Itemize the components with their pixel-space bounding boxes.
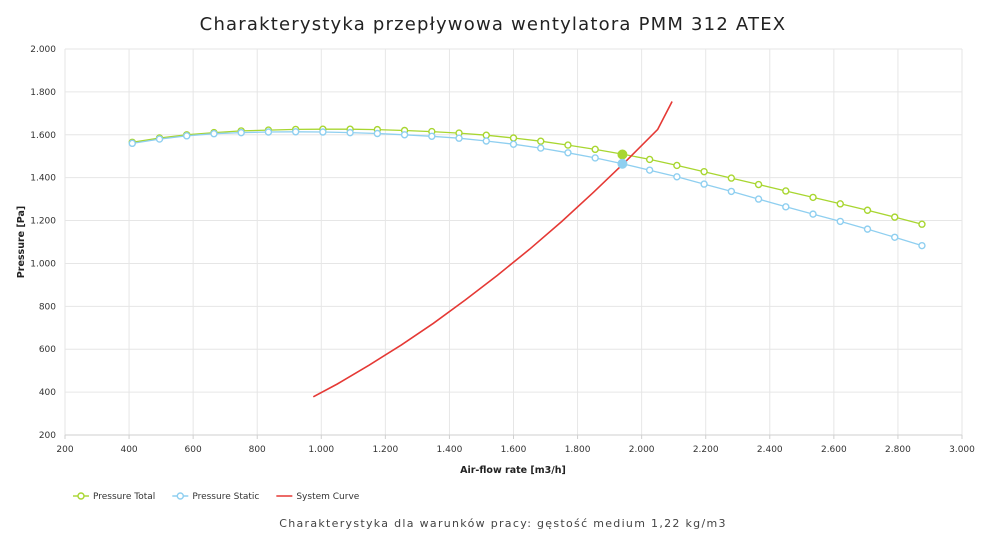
legend-item-system-curve[interactable]: System Curve [276,492,360,502]
x-tick-label: 400 [120,445,137,455]
pressure-total-point[interactable] [782,187,790,195]
pressure-total-point[interactable] [863,206,872,214]
pressure-static-point[interactable] [727,187,736,196]
pressure-total-point[interactable] [564,141,572,149]
y-tick-label: 1.600 [30,131,56,141]
x-tick-label: 2.600 [821,445,847,455]
pressure-static-point[interactable] [509,140,518,148]
pressure-static-point[interactable] [155,135,164,143]
x-tick-label: 200 [56,445,73,455]
pressure-total-point[interactable] [809,193,817,202]
pressure-static-point[interactable] [645,166,654,174]
pressure-static-point[interactable] [291,128,300,136]
pressure-static-point[interactable] [482,137,490,145]
y-tick-label: 1.000 [30,259,56,269]
pressure-total-point[interactable] [645,155,654,164]
x-tick-label: 600 [185,445,202,455]
pressure-static-point[interactable] [673,173,681,181]
x-tick-label: 1.200 [372,445,398,455]
pressure-total-point[interactable] [918,220,926,228]
pressure-static-point[interactable] [428,132,436,140]
pressure-static-point[interactable] [591,154,599,162]
pressure-static-point[interactable] [183,132,191,140]
legend-label: Pressure Static [192,492,259,502]
chart-subtitle: Charakterystyka dla warunków pracy: gęst… [279,517,727,530]
pressure-static-point[interactable] [782,203,790,211]
y-tick-label: 200 [39,431,56,441]
pressure-total-point[interactable] [700,167,708,176]
pressure-static-line [132,131,923,247]
pressure-total-point[interactable] [836,200,844,208]
axes: 200 400 600 800 1.000 1.200 1.400 1.600 1.800 2.0… [30,45,975,455]
legend-swatch-marker [77,492,85,500]
y-tick-label: 1.200 [30,217,56,227]
pressure-total-point[interactable] [754,180,763,189]
pressure-static-point[interactable] [700,180,708,188]
legend-label: Pressure Total [93,492,155,502]
pressure-total-point[interactable] [591,145,599,154]
pressure-static-operating-point[interactable] [617,158,628,169]
pressure-static-point[interactable] [319,128,327,136]
x-tick-label: 3.000 [949,445,975,455]
pressure-static-point[interactable] [455,134,463,142]
x-tick-label: 2.000 [629,445,655,455]
legend: Pressure Total Pressure Static System Curv… [73,492,360,502]
y-tick-label: 800 [39,302,56,312]
pressure-static-point[interactable] [264,128,273,136]
system-curve-line [312,101,673,398]
pressure-static-point[interactable] [210,130,218,138]
pressure-static-point[interactable] [918,241,926,250]
x-tick-label: 800 [249,445,266,455]
pressure-total-point[interactable] [673,161,681,170]
pressure-static-point[interactable] [863,225,872,233]
x-tick-label: 2.200 [693,445,719,455]
y-tick-label: 600 [39,345,56,355]
y-tick-label: 1.800 [30,88,56,98]
x-tick-label: 2.800 [885,445,911,455]
chart-title: Charakterystyka przepływowa wentylatora … [200,14,787,35]
legend-item-pressure-total[interactable]: Pressure Total [73,492,155,502]
pressure-static-point[interactable] [237,128,245,137]
pressure-static-point[interactable] [373,129,382,138]
x-tick-label: 1.800 [565,445,591,455]
pressure-total-point[interactable] [727,174,736,182]
pressure-static-point[interactable] [564,149,572,157]
pressure-total-line [132,128,923,225]
x-tick-label: 1.600 [501,445,527,455]
pressure-static-point[interactable] [537,144,545,152]
x-tick-label: 2.400 [757,445,783,455]
pressure-static-point[interactable] [809,210,817,218]
pressure-static-point[interactable] [754,195,763,203]
x-tick-label: 1.400 [437,445,463,455]
pressure-static-point[interactable] [400,131,409,139]
pressure-total-point[interactable] [509,134,518,142]
y-axis-label: Pressure [Pa] [16,206,27,278]
pressure-static-point[interactable] [128,139,136,148]
pressure-total-operating-point[interactable] [617,149,628,160]
pressure-static-point[interactable] [836,217,844,226]
y-tick-label: 2.000 [30,45,56,55]
y-tick-label: 1.400 [30,174,56,184]
legend-swatch-marker [176,492,185,500]
pressure-total-point[interactable] [537,137,545,145]
series-layer [128,101,926,398]
y-tick-label: 400 [39,388,56,398]
legend-label: System Curve [296,492,359,502]
x-tick-label: 1.000 [308,445,334,455]
pressure-total-point[interactable] [891,213,899,221]
pressure-static-point[interactable] [891,233,899,241]
legend-item-pressure-static[interactable]: Pressure Static [172,492,259,502]
grid [64,48,963,436]
pressure-static-point[interactable] [346,128,354,137]
x-axis-label: Air-flow rate [m3/h] [460,465,566,476]
